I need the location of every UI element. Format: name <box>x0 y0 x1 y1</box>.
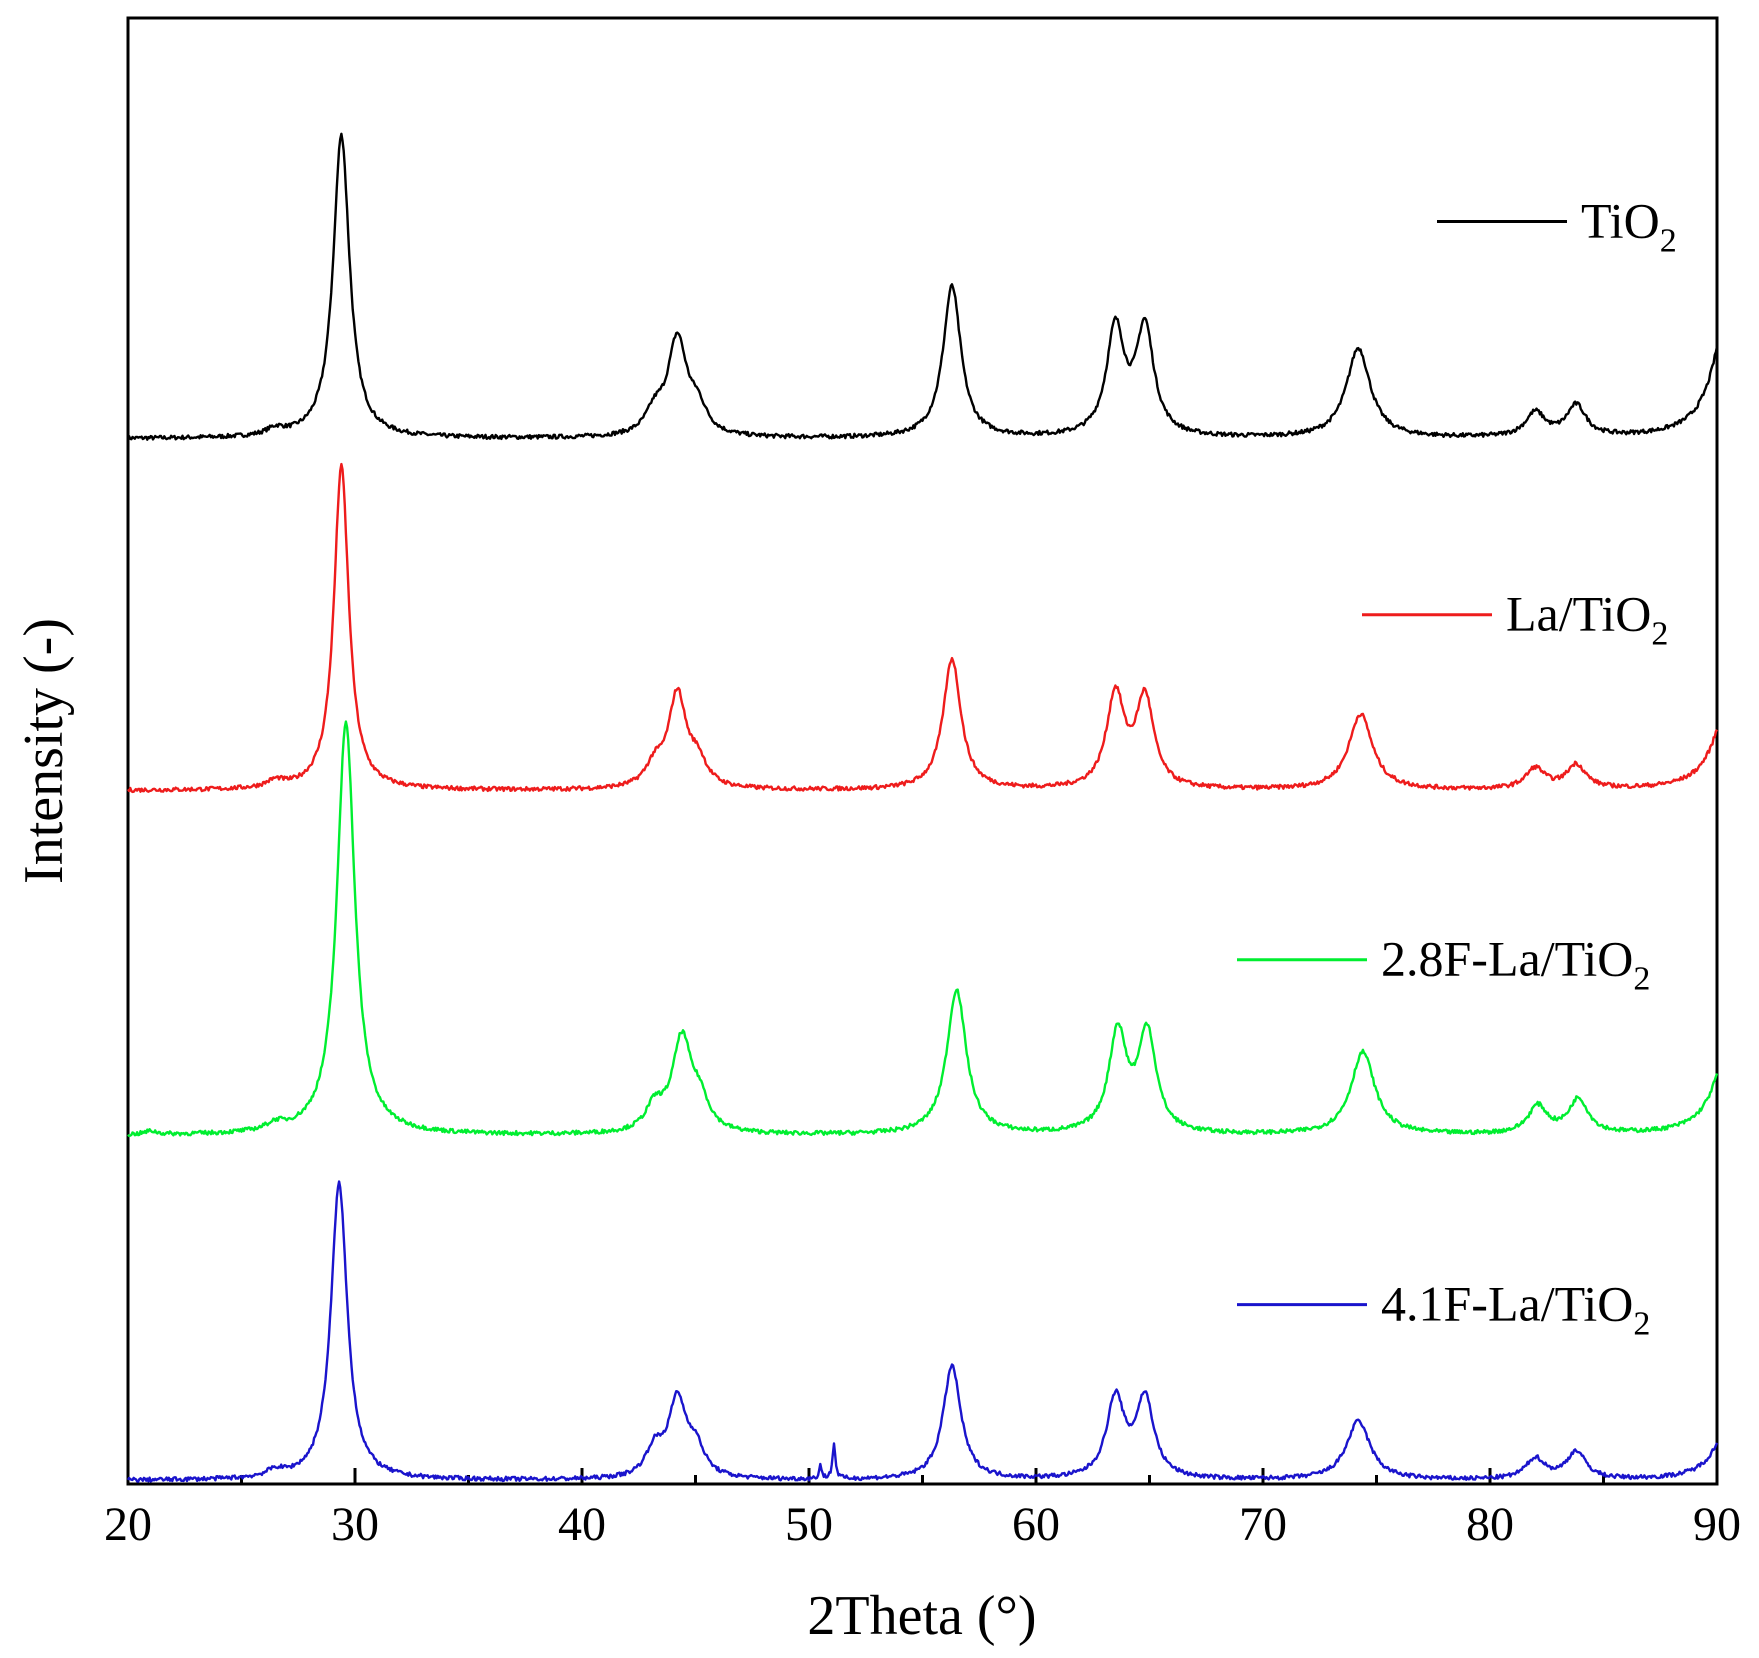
legend-label: La/TiO2 <box>1506 586 1668 653</box>
x-tick-label: 80 <box>1466 1498 1514 1551</box>
x-axis-title: 2Theta (°) <box>807 1585 1036 1647</box>
legend-label: TiO2 <box>1581 193 1677 260</box>
y-axis-title: Intensity (-) <box>13 618 75 884</box>
x-tick-label: 70 <box>1239 1498 1287 1551</box>
x-tick-label: 20 <box>104 1498 152 1551</box>
x-tick-label: 30 <box>331 1498 379 1551</box>
x-tick-label: 90 <box>1693 1498 1741 1551</box>
x-axis-ticks: 20 30 40 50 60 70 80 90 <box>104 1468 1741 1551</box>
x-tick-label: 40 <box>558 1498 606 1551</box>
series-line <box>127 720 1719 1138</box>
legend: TiO2 La/TiO2 2.8F-La/TiO2 4.1F-La/TiO2 <box>1237 193 1677 1343</box>
legend-label: 2.8F-La/TiO2 <box>1381 931 1650 998</box>
series-curves <box>126 132 1719 1483</box>
x-tick-label: 50 <box>785 1498 833 1551</box>
series-line <box>127 462 1719 794</box>
x-tick-label: 60 <box>1012 1498 1060 1551</box>
series-line <box>126 132 1719 441</box>
series-line <box>126 1180 1719 1483</box>
legend-label: 4.1F-La/TiO2 <box>1381 1276 1650 1343</box>
